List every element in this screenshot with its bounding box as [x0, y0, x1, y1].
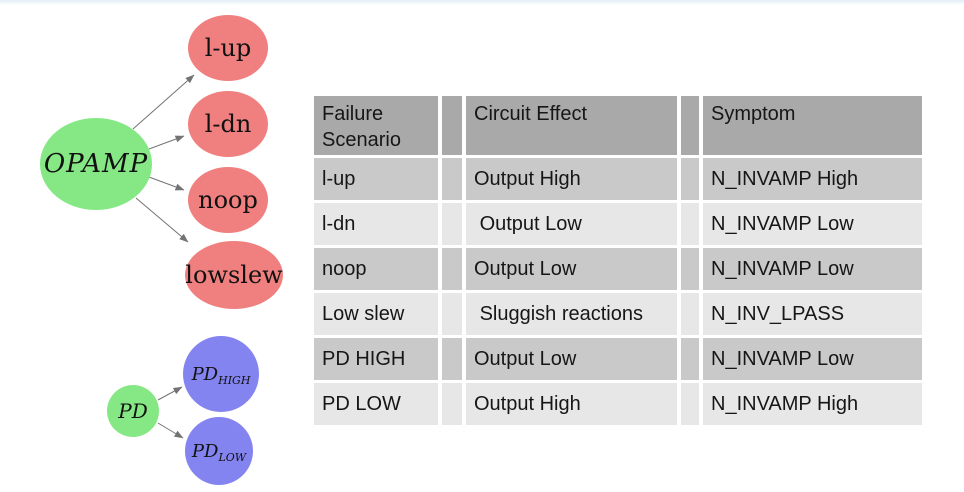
- edge-opamp-lup: [132, 74, 195, 130]
- cell-scenario: noop: [314, 248, 438, 290]
- node-l-up-label: l-up: [205, 34, 252, 62]
- edge-opamp-lowslew: [135, 197, 189, 243]
- cell-scenario: l-dn: [314, 203, 438, 245]
- cell-effect: Output Low: [466, 203, 677, 245]
- node-lowslew-shape: [185, 241, 283, 309]
- header-circuit-effect: Circuit Effect: [466, 96, 677, 155]
- node-pd-low-label: PDLOW: [191, 441, 248, 464]
- cell-spacer: [681, 248, 699, 290]
- node-pd-high-shape: [183, 336, 259, 412]
- edge-pd-pdhigh: [157, 386, 183, 401]
- node-pd-low-shape: [185, 417, 253, 485]
- failure-scenario-table: Failure Scenario Circuit Effect Symptom …: [314, 96, 922, 425]
- edge-opamp-ldn: [148, 135, 185, 150]
- header-spacer-2: [681, 96, 699, 155]
- cell-symptom: N_INVAMP Low: [703, 338, 922, 380]
- cell-scenario: l-up: [314, 158, 438, 200]
- cell-scenario: PD LOW: [314, 383, 438, 425]
- node-pd-low-label-main: PD: [191, 441, 219, 462]
- cell-spacer: [442, 338, 462, 380]
- node-l-dn-label: l-dn: [205, 110, 252, 138]
- cell-effect: Output Low: [466, 338, 677, 380]
- node-l-up-shape: [188, 15, 268, 81]
- edge-opamp-noop: [148, 176, 185, 191]
- cell-effect: Output High: [466, 158, 677, 200]
- cell-effect: Output High: [466, 383, 677, 425]
- cell-scenario: PD HIGH: [314, 338, 438, 380]
- node-opamp-label: OPAMP: [44, 149, 148, 179]
- cell-spacer: [442, 203, 462, 245]
- node-pd-high-label: PDHIGH: [191, 364, 251, 387]
- node-pd-low-label-sub: LOW: [217, 451, 247, 464]
- cell-symptom: N_INV_LPASS: [703, 293, 922, 335]
- top-fade-strip: [0, 0, 964, 5]
- node-pd-label: PD: [117, 399, 148, 423]
- header-symptom: Symptom: [703, 96, 922, 155]
- node-pd-high-label-sub: HIGH: [217, 374, 251, 387]
- node-noop-label: noop: [198, 186, 258, 214]
- node-l-dn-shape: [188, 91, 268, 157]
- cell-spacer: [681, 338, 699, 380]
- node-lowslew-label: lowslew: [185, 261, 283, 289]
- cell-spacer: [442, 248, 462, 290]
- node-opamp-shape: [40, 118, 152, 210]
- cell-spacer: [681, 383, 699, 425]
- header-failure-scenario: Failure Scenario: [314, 96, 438, 155]
- diagram-edges: [132, 74, 195, 439]
- node-pd-high: PDHIGH: [183, 336, 259, 412]
- cell-spacer: [681, 158, 699, 200]
- cell-scenario: Low slew: [314, 293, 438, 335]
- cell-spacer: [681, 203, 699, 245]
- cell-symptom: N_INVAMP High: [703, 383, 922, 425]
- node-noop: noop: [188, 167, 268, 233]
- cell-spacer: [681, 293, 699, 335]
- node-pd-high-label-main: PD: [191, 364, 219, 385]
- node-l-up: l-up: [188, 15, 268, 81]
- cell-spacer: [442, 158, 462, 200]
- cell-effect: Sluggish reactions: [466, 293, 677, 335]
- node-l-dn: l-dn: [188, 91, 268, 157]
- cell-symptom: N_INVAMP Low: [703, 248, 922, 290]
- node-opamp: OPAMP: [40, 118, 152, 210]
- node-pd: PD: [107, 385, 159, 437]
- cell-symptom: N_INVAMP High: [703, 158, 922, 200]
- header-spacer-1: [442, 96, 462, 155]
- node-pd-low: PDLOW: [185, 417, 253, 485]
- cell-effect: Output Low: [466, 248, 677, 290]
- node-lowslew: lowslew: [185, 241, 283, 309]
- node-pd-shape: [107, 385, 159, 437]
- node-noop-shape: [188, 167, 268, 233]
- cell-symptom: N_INVAMP Low: [703, 203, 922, 245]
- cell-spacer: [442, 293, 462, 335]
- edge-pd-pdlow: [157, 422, 184, 439]
- cell-spacer: [442, 383, 462, 425]
